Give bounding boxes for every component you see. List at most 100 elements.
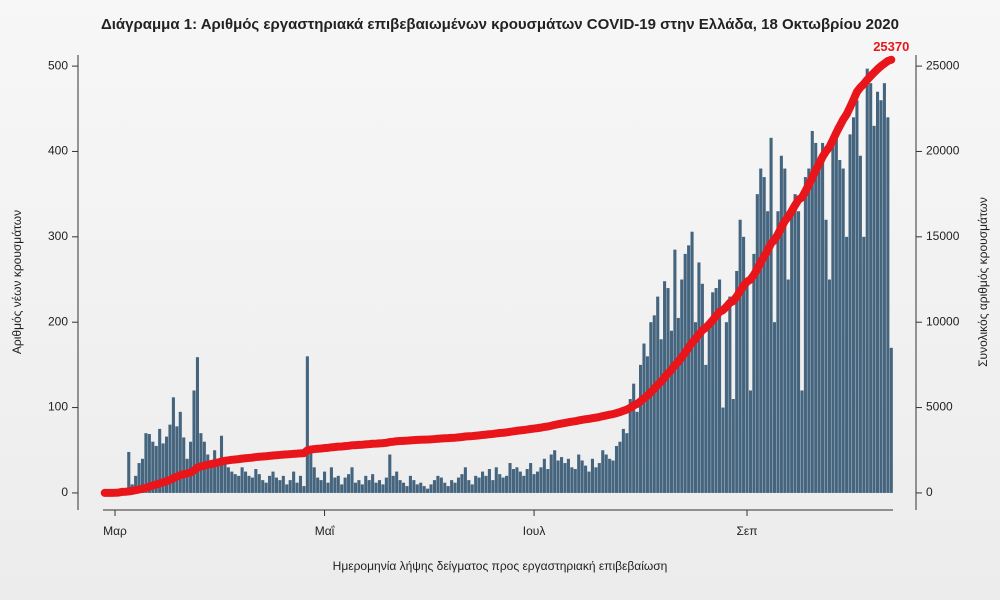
bar xyxy=(546,469,550,493)
bar xyxy=(491,480,495,493)
bar xyxy=(879,100,883,493)
bar xyxy=(371,474,375,493)
bar xyxy=(336,475,340,493)
bar xyxy=(841,168,845,493)
bar xyxy=(851,117,856,493)
bar xyxy=(357,480,361,493)
bar xyxy=(848,134,852,493)
bar xyxy=(862,236,866,493)
bar xyxy=(347,474,351,493)
bar xyxy=(515,467,519,493)
bar xyxy=(827,279,832,493)
bar xyxy=(281,475,285,493)
bar xyxy=(580,460,584,493)
bar xyxy=(882,83,886,493)
data-label: 25370 xyxy=(873,39,909,54)
bar xyxy=(154,445,158,493)
bar xyxy=(501,477,505,493)
bar xyxy=(608,458,612,493)
bar xyxy=(233,474,237,493)
bar xyxy=(127,451,131,493)
y2-tick-label: 15000 xyxy=(926,229,960,243)
bar xyxy=(611,460,615,493)
bar xyxy=(195,357,200,493)
bar xyxy=(302,486,306,493)
bar xyxy=(223,460,227,493)
bar xyxy=(419,482,423,493)
bar xyxy=(288,480,292,493)
bar xyxy=(659,339,663,493)
bar xyxy=(178,411,182,493)
bar xyxy=(230,471,234,493)
bar xyxy=(556,460,560,493)
bar xyxy=(875,91,880,493)
bar xyxy=(652,315,656,493)
bar xyxy=(683,253,687,493)
bar xyxy=(584,465,588,493)
bar xyxy=(549,454,553,493)
bar xyxy=(628,399,632,493)
bar xyxy=(738,219,742,493)
bar xyxy=(693,322,698,493)
bar xyxy=(680,279,684,493)
y-tick-label: 300 xyxy=(48,229,68,243)
bar xyxy=(559,457,564,493)
bar xyxy=(855,100,859,493)
bar xyxy=(721,407,725,493)
bar xyxy=(398,480,402,493)
bar xyxy=(261,480,265,493)
bar xyxy=(340,484,344,493)
bar xyxy=(542,458,546,493)
bar xyxy=(480,471,485,493)
y2-tick-label: 10000 xyxy=(926,314,960,328)
bar xyxy=(268,475,272,493)
bar xyxy=(384,477,388,493)
bar xyxy=(140,458,145,493)
bar xyxy=(243,471,248,493)
bar xyxy=(776,211,780,493)
bar xyxy=(845,236,849,493)
bar xyxy=(470,484,474,493)
bar xyxy=(748,390,753,493)
bar xyxy=(295,482,299,493)
bar xyxy=(316,477,320,493)
bar xyxy=(817,160,821,493)
bar xyxy=(158,428,162,493)
bar xyxy=(439,477,443,493)
bar xyxy=(635,411,639,493)
bar xyxy=(285,484,289,493)
x-tick-label: Μαρ xyxy=(103,524,127,538)
bar xyxy=(405,486,409,493)
y2-tick-label: 25000 xyxy=(926,58,960,72)
bar xyxy=(443,482,447,493)
bar xyxy=(151,441,155,493)
bar xyxy=(415,484,419,493)
bar xyxy=(377,480,382,493)
bar xyxy=(401,482,406,493)
bar xyxy=(350,467,354,493)
bar xyxy=(566,458,570,493)
bar xyxy=(144,433,148,493)
bar xyxy=(810,130,814,493)
bar xyxy=(463,467,467,493)
bar xyxy=(254,469,258,493)
bar xyxy=(381,484,385,493)
bar xyxy=(250,477,254,493)
bar xyxy=(412,480,416,493)
bar xyxy=(834,125,838,493)
bar xyxy=(436,475,440,493)
bar xyxy=(590,458,595,493)
bar xyxy=(766,211,770,493)
bar xyxy=(594,467,598,493)
bar xyxy=(649,322,653,493)
bar xyxy=(824,219,828,493)
bar xyxy=(164,436,169,493)
bar xyxy=(690,231,694,493)
bar xyxy=(147,434,151,493)
bar xyxy=(553,450,557,493)
bar xyxy=(278,480,282,493)
bar xyxy=(247,475,251,493)
bar xyxy=(333,477,337,493)
bar xyxy=(762,177,766,493)
